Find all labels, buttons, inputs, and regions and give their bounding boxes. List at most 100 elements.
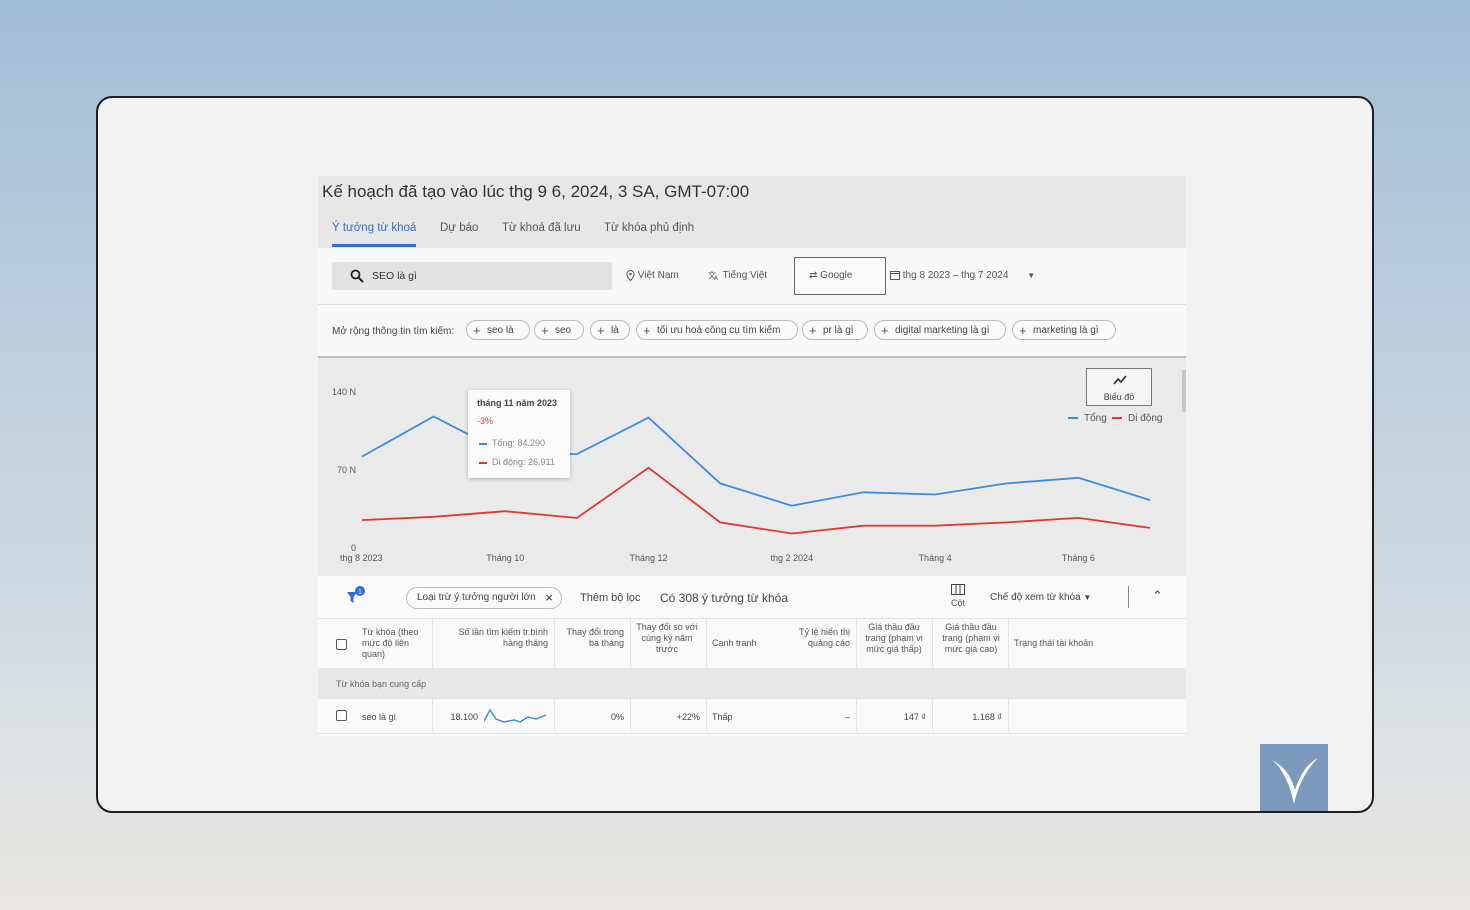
column-divider <box>554 618 555 668</box>
plus-icon: + <box>809 323 817 338</box>
y-tick-label: 0 <box>351 543 356 553</box>
column-divider <box>432 698 433 732</box>
chip-label: seo là <box>487 325 514 336</box>
plus-icon: + <box>643 323 651 338</box>
filter-badge: 1 <box>358 589 362 596</box>
table-header: Từ khóa (theo mức độ liên quan) Số lần t… <box>318 618 1186 669</box>
suggestion-chip-seo-vi[interactable]: + tối ưu hoá công cụ tìm kiếm <box>636 320 798 340</box>
chip-label: digital marketing là gì <box>895 325 990 336</box>
tab-keyword-ideas[interactable]: Ý tưởng từ khoá <box>332 222 417 234</box>
col-three-month-change[interactable]: Thay đổi trong ba tháng <box>566 627 624 648</box>
chevron-down-icon: ▼ <box>1027 271 1036 280</box>
legend-label: Tổng <box>1084 413 1107 424</box>
filter-icon[interactable]: 1 <box>346 586 366 606</box>
keyword-planner-panel: Kế hoạch đã tạo vào lúc thg 9 6, 2024, 3… <box>318 176 1186 736</box>
translate-icon: 文A <box>708 270 719 281</box>
add-filter-button[interactable]: Thêm bộ lọc <box>580 592 641 604</box>
suggestion-chip-pr[interactable]: + pr là gì <box>802 320 868 340</box>
search-icon <box>350 269 364 283</box>
screenshot-frame: Kế hoạch đã tạo vào lúc thg 9 6, 2024, 3… <box>96 96 1374 813</box>
col-account-status[interactable]: Trạng thái tài khoản <box>1014 638 1094 648</box>
x-tick-label: Tháng 12 <box>630 553 668 563</box>
plus-icon: + <box>881 323 889 338</box>
active-tab-indicator <box>332 244 416 247</box>
group-row: Từ khóa bạn cung cấp <box>318 668 1186 698</box>
location-filter[interactable]: Việt Nam <box>626 270 679 281</box>
tooltip-mobile-value: Di động: 26.911 <box>492 457 555 467</box>
expand-search-label: Mở rộng thông tin tìm kiếm: <box>332 326 455 337</box>
results-toolbar: 1 Loại trừ ý tưởng người lớn × Thêm bộ l… <box>318 576 1186 618</box>
column-divider <box>554 698 555 732</box>
keyword-idea-count: Có 308 ý tưởng từ khóa <box>660 591 789 605</box>
plus-icon: + <box>473 323 481 338</box>
suggestion-chip-la[interactable]: + là <box>590 320 630 340</box>
col-yoy-change[interactable]: Thay đổi so với cùng kỳ năm trước <box>636 622 698 654</box>
cell-bid-high: 1.168 ₫ <box>972 712 1002 722</box>
cell-bid-low: 147 ₫ <box>903 712 926 722</box>
chevron-down-icon: ▼ <box>1083 593 1092 602</box>
suggestion-chip-seo-la[interactable]: + seo là <box>466 320 530 340</box>
search-volume-chart: 0 70 N 140 N thg 8 2023 Tháng 10 Tháng 12 thg … <box>318 356 1186 576</box>
tooltip-change: -3% <box>477 416 494 426</box>
location-label: Việt Nam <box>637 270 679 282</box>
columns-button[interactable]: Cột <box>948 584 968 608</box>
tab-negative-keywords[interactable]: Từ khóa phủ định <box>604 222 695 234</box>
column-divider <box>630 698 631 732</box>
column-divider <box>432 618 433 668</box>
columns-icon <box>951 584 965 595</box>
series-line-mobile <box>361 466 1151 535</box>
date-range-filter[interactable]: thg 8 2023 – thg 7 2024 ▼ <box>890 270 1035 281</box>
col-competition[interactable]: Cạnh tranh <box>712 638 757 648</box>
suggestion-chip-marketing[interactable]: + marketing là gì <box>1012 320 1116 340</box>
language-label: Tiếng Việt <box>722 270 768 282</box>
row-checkbox[interactable] <box>336 710 347 721</box>
chart-type-button[interactable]: Biểu đồ <box>1086 368 1152 406</box>
y-tick-label: 140 N <box>332 387 356 397</box>
cell-yoy-change: +22% <box>676 712 700 722</box>
col-impression-share[interactable]: Tỷ lệ hiển thị quảng cáo <box>798 627 850 648</box>
x-tick-label: Tháng 10 <box>486 553 524 563</box>
x-tick-label: thg 2 2024 <box>771 553 814 563</box>
col-bid-high[interactable]: Giá thầu đầu trang (phạm vi mức giá cao) <box>942 622 1000 654</box>
brand-logo <box>1260 744 1328 811</box>
calendar-icon <box>890 271 900 281</box>
tab-saved-keywords[interactable]: Từ khoá đã lưu <box>502 222 581 234</box>
line-chart: 0 70 N 140 N thg 8 2023 Tháng 10 Tháng 12 thg … <box>332 387 1151 563</box>
network-filter[interactable]: ⇄ Google <box>794 257 886 295</box>
chart-tooltip: tháng 11 năm 2023 -3% Tổng: 84.290 Di độ… <box>468 390 570 478</box>
scrollbar[interactable] <box>1182 370 1186 412</box>
tab-forecast[interactable]: Dự báo <box>440 222 479 234</box>
col-avg-searches[interactable]: Số lần tìm kiếm tr.bình hàng tháng <box>458 627 548 648</box>
network-label: Google <box>820 270 853 281</box>
cell-impression-share: – <box>844 712 850 722</box>
suggestion-chip-seo[interactable]: + seo <box>534 320 584 340</box>
table-row[interactable]: seo là gì 18.100 0% +22% Thấp – 147 ₫ 1.… <box>318 698 1186 734</box>
view-mode-dropdown[interactable]: Chế độ xem từ khóa ▼ <box>990 592 1091 603</box>
search-input[interactable]: SEO là gì <box>332 262 612 290</box>
plus-icon: + <box>541 323 549 338</box>
collapse-chevron-icon[interactable]: ⌃ <box>1152 588 1163 603</box>
v-logo-icon <box>1272 758 1318 804</box>
chip-label: pr là gì <box>823 325 854 336</box>
tooltip-title: tháng 11 năm 2023 <box>477 398 558 408</box>
col-keyword[interactable]: Từ khóa (theo mức độ liên quan) <box>362 627 419 659</box>
column-divider <box>932 618 933 668</box>
col-bid-low[interactable]: Giá thầu đầu trang (phạm vi mức giá thấp… <box>865 622 923 654</box>
chart-button-label: Biểu đồ <box>1103 392 1135 402</box>
suggestion-chip-digital-marketing[interactable]: + digital marketing là gì <box>874 320 1006 340</box>
select-all-checkbox[interactable] <box>336 639 347 650</box>
adult-exclusion-chip[interactable]: Loại trừ ý tưởng người lớn × <box>406 587 562 609</box>
chip-label: seo <box>555 325 572 336</box>
divider <box>318 304 1186 305</box>
legend-label: Di động <box>1128 413 1163 424</box>
divider <box>1128 586 1129 608</box>
tooltip-total-value: Tổng: 84.290 <box>492 438 546 448</box>
close-icon[interactable]: × <box>545 590 553 605</box>
trend-sparkline <box>484 708 547 723</box>
search-value: SEO là gì <box>372 270 417 282</box>
location-pin-icon <box>626 270 635 281</box>
chip-label: marketing là gì <box>1033 325 1099 336</box>
column-divider <box>706 698 707 732</box>
date-range-label: thg 8 2023 – thg 7 2024 <box>902 270 1009 281</box>
